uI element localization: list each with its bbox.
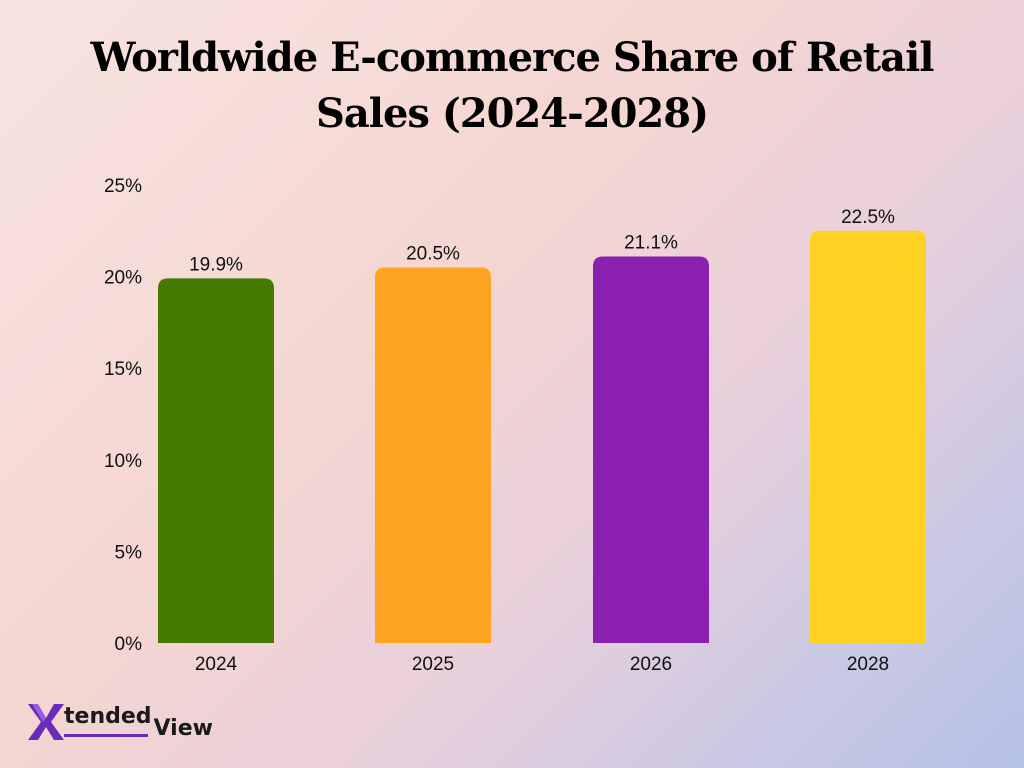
bar-2028 [810,230,926,644]
x-tick-label: 2024 [195,654,238,675]
y-tick-label: 15% [104,359,142,380]
data-label: 20.5% [406,243,460,264]
data-label: 22.5% [841,207,895,228]
logo-text-tended: tended [64,704,152,729]
x-tick-label: 2028 [847,654,889,675]
bar-2026 [593,256,709,643]
data-label: 21.1% [624,232,678,253]
chart-title: Worldwide E-commerce Share of Retail Sal… [0,30,1024,142]
x-tick-label: 2026 [630,654,672,675]
logo-x-icon [28,704,64,740]
y-tick-label: 25% [104,176,142,197]
y-tick-label: 0% [115,634,143,655]
logo-wordmark: tendedView [64,704,213,741]
x-tick-label: 2025 [412,654,454,675]
xtendedview-logo: tendedView [26,700,226,746]
bar-2024 [158,278,274,643]
chart-title-line-1: Worldwide E-commerce Share of Retail [90,34,935,81]
bar-2025 [375,267,491,643]
logo-text-view: View [153,716,213,741]
y-tick-label: 5% [115,542,143,563]
data-label: 19.9% [189,254,243,275]
y-tick-label: 20% [104,268,142,289]
chart-title-line-2: Sales (2024-2028) [315,90,709,137]
logo-underline [64,734,148,737]
y-tick-label: 10% [104,451,142,472]
